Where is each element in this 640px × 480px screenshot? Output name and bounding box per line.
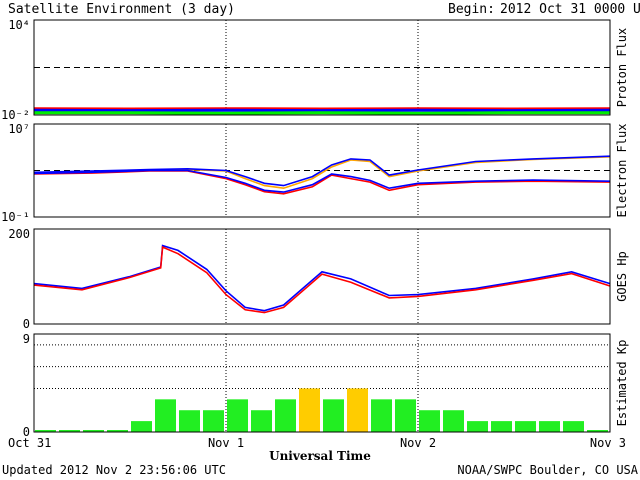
proton-flux-ylabel: Proton Flux [615, 28, 629, 107]
estimated-kp-ytick-top: 9 [23, 332, 30, 346]
proton-flux-ytick-top: 10⁴ [8, 18, 30, 32]
estimated-kp-bar-4 [131, 421, 152, 432]
credit-text: NOAA/SWPC Boulder, CO USA [457, 463, 638, 477]
electron-flux-ytick-top: 10⁷ [8, 122, 30, 136]
electron-flux-ytick-bottom: 10⁻¹ [1, 210, 30, 224]
estimated-kp-bar-17 [443, 410, 464, 432]
goes-hp-series-1 [33, 245, 611, 314]
estimated-kp-bar-19 [491, 421, 512, 432]
estimated-kp-bar-16 [419, 410, 440, 432]
proton-flux-frame [33, 19, 611, 116]
estimated-kp-bar-15 [395, 399, 416, 432]
estimated-kp-bar-8 [227, 399, 248, 432]
x-tick-label-2: Nov 2 [400, 436, 436, 450]
chart-title: Satellite Environment (3 day) [8, 2, 235, 17]
estimated-kp-bar-11 [299, 388, 320, 432]
x-axis-title: Universal Time [269, 449, 371, 463]
estimated-kp-bar-1 [59, 430, 80, 432]
estimated-kp-bar-2 [83, 430, 104, 432]
estimated-kp-bar-12 [323, 399, 344, 432]
estimated-kp-bar-7 [203, 410, 224, 432]
updated-timestamp: Updated 2012 Nov 2 23:56:06 UTC [2, 463, 226, 477]
estimated-kp-bar-6 [179, 410, 200, 432]
electron-flux-series-2 [33, 170, 611, 195]
goes-hp-ytick-bottom: 0 [23, 317, 30, 331]
estimated-kp-ytick-bottom: 0 [23, 425, 30, 439]
estimated-kp-bar-0 [35, 430, 56, 432]
estimated-kp-frame [33, 333, 611, 433]
estimated-kp-bar-5 [155, 399, 176, 432]
estimated-kp-ylabel: Estimated Kp [615, 340, 629, 427]
electron-flux-series-3 [33, 169, 611, 193]
estimated-kp-bar-9 [251, 410, 272, 432]
estimated-kp-bar-22 [563, 421, 584, 432]
estimated-kp-bar-13 [347, 388, 368, 432]
begin-value: 2012 Oct 31 0000 UTC [500, 2, 640, 17]
estimated-kp-bar-23 [587, 430, 608, 432]
estimated-kp-bar-21 [539, 421, 560, 432]
electron-flux-frame [33, 123, 611, 218]
x-tick-label-3: Nov 3 [590, 436, 626, 450]
estimated-kp-bar-14 [371, 399, 392, 432]
estimated-kp-bar-20 [515, 421, 536, 432]
goes-hp-ylabel: GOES Hp [615, 251, 629, 302]
x-tick-label-0: Oct 31 [8, 436, 51, 450]
proton-flux-ytick-bottom: 10⁻² [1, 108, 30, 122]
goes-hp-ytick-top: 200 [8, 227, 30, 241]
estimated-kp-bar-10 [275, 399, 296, 432]
x-tick-label-1: Nov 1 [208, 436, 244, 450]
goes-hp-frame [33, 228, 611, 325]
estimated-kp-bar-3 [107, 430, 128, 432]
proton-flux-series-2 [34, 111, 610, 115]
begin-label: Begin: [448, 2, 495, 17]
electron-flux-ylabel: Electron Flux [615, 124, 629, 218]
estimated-kp-bar-18 [467, 421, 488, 432]
electron-flux-series-1 [33, 155, 611, 187]
goes-hp-series-0 [33, 244, 611, 312]
